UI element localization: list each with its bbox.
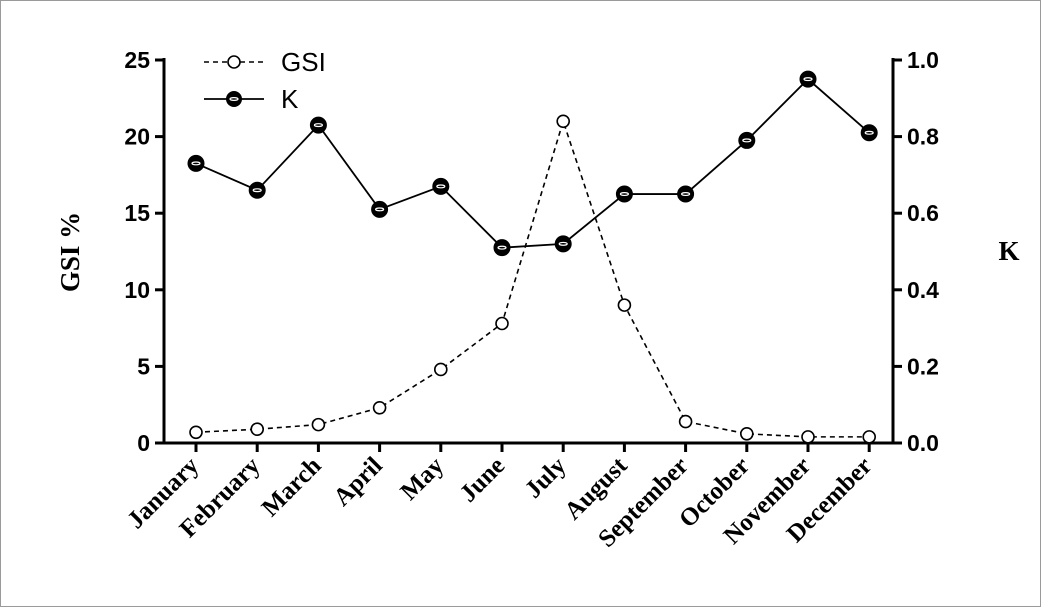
- gsi-series-line: [195, 118, 870, 438]
- x-tick-label: June: [455, 452, 510, 507]
- gsi-point: [189, 425, 203, 440]
- gsi-point: [617, 298, 632, 312]
- gsi-point: [739, 427, 754, 441]
- gsi-point: [433, 362, 448, 377]
- x-tick-label: April: [328, 452, 387, 511]
- k-point-highlight: [680, 192, 691, 197]
- y-left-tick-label: 0: [137, 430, 150, 456]
- y-left-tick-label: 15: [124, 200, 150, 226]
- k-point-highlight: [313, 123, 323, 128]
- k-point-highlight: [436, 184, 446, 189]
- legend-gsi-marker: [227, 55, 241, 69]
- legend-k-label: K: [281, 84, 299, 114]
- y-right-tick-label: 1.0: [907, 47, 939, 73]
- y-left-tick-label: 10: [124, 277, 150, 303]
- y-right-tick-label: 0.2: [907, 353, 939, 379]
- legend-k-marker: [226, 91, 242, 107]
- k-point: [554, 235, 572, 253]
- y-left-tick-label: 25: [124, 47, 150, 73]
- k-series-line: [195, 77, 870, 249]
- y-right-tick-label: 0.6: [907, 200, 939, 226]
- k-point: [493, 239, 511, 257]
- k-point: [738, 131, 756, 149]
- k-point-highlight: [803, 77, 813, 82]
- k-point: [309, 116, 327, 134]
- k-point-highlight: [742, 138, 752, 143]
- y-axis-right-title: K: [998, 236, 1019, 266]
- k-point-highlight: [375, 207, 385, 212]
- gsi-point: [495, 316, 509, 331]
- y-axis-left-title: GSI %: [55, 212, 85, 292]
- k-point-highlight: [191, 161, 201, 166]
- k-point-highlight: [497, 245, 507, 250]
- k-point: [615, 185, 633, 203]
- gsi-point: [801, 430, 815, 444]
- gsi-point: [250, 422, 265, 437]
- k-point-highlight: [252, 188, 262, 193]
- k-point: [799, 70, 817, 88]
- k-point: [371, 200, 389, 218]
- y-right-tick-label: 0.0: [907, 430, 939, 456]
- gsi-point: [678, 414, 693, 429]
- legend-k-marker-highlight: [229, 96, 239, 101]
- y-right-tick-label: 0.4: [907, 277, 939, 303]
- legend-gsi-label: GSI: [281, 47, 326, 77]
- k-point-highlight: [864, 130, 874, 135]
- gsi-point: [556, 114, 571, 129]
- k-point: [432, 177, 450, 195]
- x-tick-label: July: [520, 452, 572, 504]
- k-point-highlight: [619, 192, 630, 197]
- k-point-highlight: [558, 241, 568, 246]
- k-point: [860, 124, 878, 142]
- x-tick-label: May: [396, 452, 450, 506]
- y-left-tick-label: 5: [137, 353, 150, 379]
- gsi-point: [862, 430, 877, 444]
- k-point: [248, 181, 266, 199]
- gsi-point: [311, 417, 326, 432]
- k-point: [677, 185, 695, 203]
- y-right-tick-label: 0.8: [907, 124, 939, 150]
- x-tick-label: March: [257, 452, 327, 522]
- k-point: [187, 154, 205, 172]
- y-left-tick-label: 20: [124, 124, 150, 150]
- gsi-point: [372, 400, 387, 415]
